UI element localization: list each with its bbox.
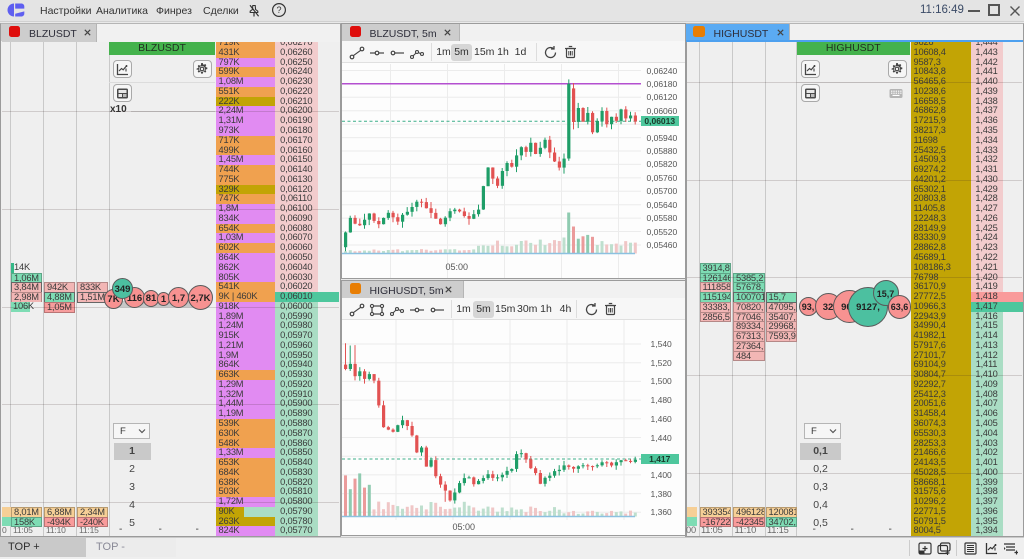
svg-text:?: ? <box>276 5 281 15</box>
